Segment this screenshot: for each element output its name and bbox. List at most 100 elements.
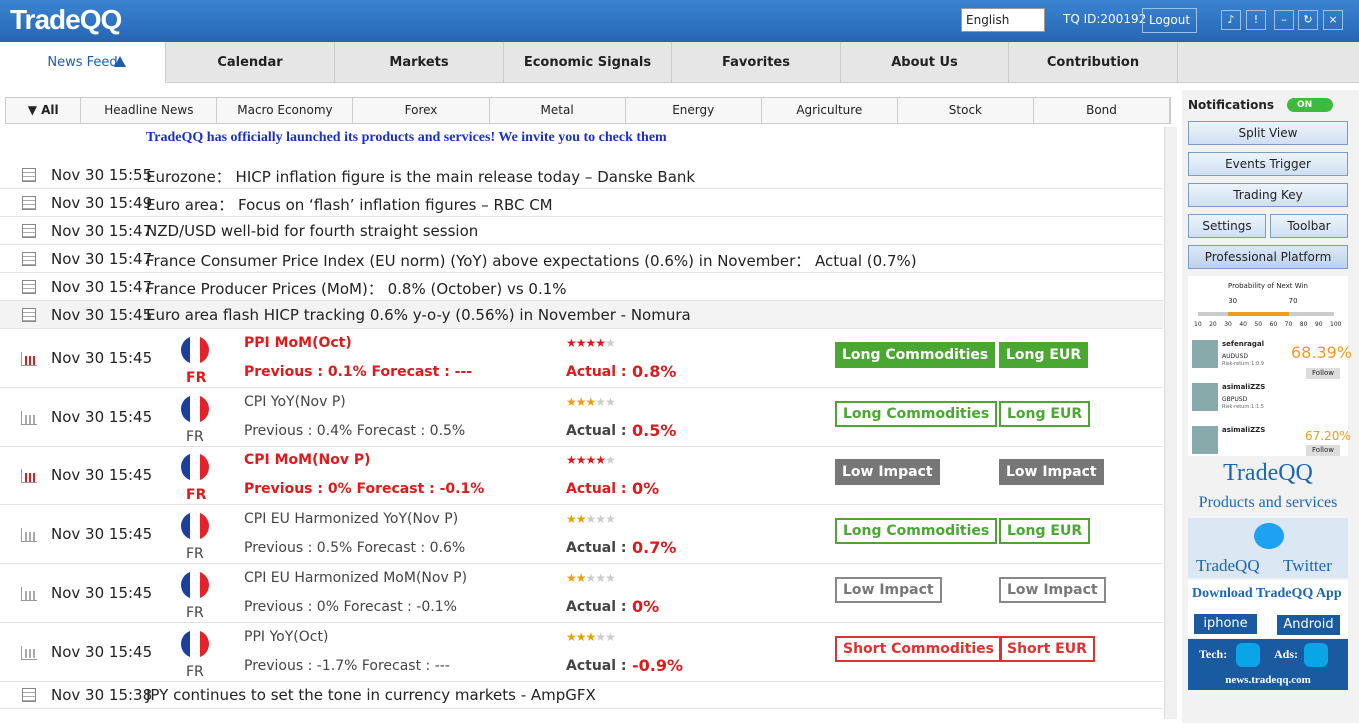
signal-badge[interactable]: Long EUR (999, 400, 1091, 427)
twitter-left[interactable]: TradeQQ (1196, 556, 1260, 575)
news-row[interactable] (0, 245, 1163, 273)
twitter-right[interactable]: Twitter (1283, 556, 1332, 575)
news-text[interactable]: JPY continues to set the tone in currenc… (146, 686, 596, 704)
slider-marker[interactable]: 70 (1288, 297, 1298, 305)
news-text[interactable]: France Consumer Price Index (EU norm) (Y… (146, 252, 917, 270)
nav-tab[interactable]: Contribution (1009, 42, 1178, 83)
signal-badge[interactable]: Long Commodities (835, 400, 998, 427)
minimize-button[interactable]: – (1274, 10, 1294, 30)
logo[interactable]: TradeQQ (10, 4, 122, 35)
event-row[interactable] (0, 505, 1163, 565)
filter-tab[interactable]: Energy (626, 98, 762, 123)
signal-badge[interactable]: Low Impact (835, 576, 942, 603)
news-text[interactable]: Euro area： Focus on ‘flash’ inflation fi… (146, 196, 553, 214)
close-button[interactable]: × (1323, 10, 1343, 30)
scale-label: 70 (1284, 321, 1293, 328)
event-title[interactable]: PPI YoY(Oct) (244, 628, 329, 645)
follow-button[interactable]: Follow (1306, 368, 1340, 379)
event-row[interactable] (0, 446, 1163, 506)
slider-marker[interactable]: 30 (1228, 297, 1238, 305)
signal-badge[interactable]: Low Impact (999, 459, 1104, 486)
filter-tab[interactable]: Forex (353, 98, 490, 123)
ad-subtitle[interactable]: Products and services (1198, 494, 1338, 511)
iphone-button[interactable]: iphone (1194, 614, 1257, 634)
side-button[interactable]: Events Trigger (1188, 152, 1348, 176)
side-button[interactable]: Trading Key (1188, 183, 1348, 207)
news-text[interactable]: Eurozone： HICP inflation figure is the m… (146, 168, 696, 186)
signal-badge[interactable]: Long Commodities (835, 518, 998, 545)
signal-badge[interactable]: Short Commodities (835, 635, 1002, 662)
side-button[interactable]: Toolbar (1270, 214, 1348, 238)
filter-tab[interactable]: Bond (1034, 98, 1171, 123)
logout-button[interactable]: Logout (1142, 8, 1197, 33)
event-row[interactable] (0, 388, 1163, 447)
signal-badge[interactable]: Low Impact (999, 576, 1106, 603)
contact-url[interactable]: news.tradeqq.com (1225, 674, 1311, 686)
language-select[interactable]: English (961, 8, 1045, 32)
event-title[interactable]: CPI YoY(Nov P) (244, 393, 346, 410)
event-row[interactable] (0, 329, 1163, 388)
filter-tab[interactable]: Stock (898, 98, 1034, 123)
country: FR (186, 546, 204, 563)
event-title[interactable]: CPI EU Harmonized MoM(Nov P) (244, 569, 468, 586)
ad-title[interactable]: TradeQQ (1223, 460, 1313, 486)
doc-icon (22, 252, 36, 266)
nav-tab[interactable]: Markets (335, 42, 504, 83)
news-row[interactable] (0, 217, 1163, 245)
filter-tab[interactable]: Headline News (81, 98, 218, 123)
restore-button[interactable]: ↻ (1298, 10, 1318, 30)
actual-value: 0.5% (632, 420, 677, 440)
filter-tab[interactable]: ▼ All (6, 98, 82, 123)
nav-tab[interactable]: Favorites (672, 42, 841, 83)
news-text[interactable]: Euro area flash HICP tracking 0.6% y-o-y… (146, 306, 691, 324)
nav-tab[interactable]: Economic Signals (504, 42, 672, 83)
platform-button[interactable]: Professional Platform (1188, 245, 1348, 269)
news-row[interactable] (0, 161, 1163, 189)
sound-button[interactable]: ♪ (1221, 10, 1241, 30)
app-title[interactable]: Download TradeQQ App (1192, 586, 1342, 601)
signal-badge[interactable]: Low Impact (835, 459, 940, 486)
side-button[interactable]: Settings (1188, 214, 1266, 238)
filter-tab[interactable]: Agriculture (762, 98, 898, 123)
side-button[interactable]: Split View (1188, 121, 1348, 145)
win-rate: 67.20% (1305, 429, 1351, 443)
news-time: Nov 30 15:45 (51, 306, 153, 324)
signal-badge[interactable]: Long Commodities (835, 342, 996, 368)
event-time: Nov 30 15:45 (51, 466, 153, 485)
actual-label: Actual : (566, 657, 627, 674)
news-row[interactable] (0, 301, 1163, 329)
event-title[interactable]: CPI EU Harmonized YoY(Nov P) (244, 511, 459, 528)
android-button[interactable]: Android (1277, 615, 1340, 635)
header (0, 0, 1359, 42)
impact-icon (21, 645, 37, 660)
trader-name[interactable]: asimaliZZS (1222, 383, 1266, 391)
follow-button[interactable]: Follow (1306, 445, 1340, 456)
skype-icon[interactable] (1236, 643, 1260, 667)
news-row[interactable] (0, 681, 1163, 709)
nav-tab[interactable]: News Feed (0, 42, 166, 83)
announcement[interactable]: TradeQQ has officially launched its prod… (146, 130, 667, 145)
event-title[interactable]: PPI MoM(Oct) (244, 335, 352, 351)
event-row[interactable] (0, 623, 1163, 682)
signal-badge[interactable]: Long EUR (999, 518, 1091, 545)
skype-icon[interactable] (1304, 643, 1328, 667)
news-text[interactable]: France Producer Prices (MoM)： 0.8% (Octo… (146, 280, 567, 298)
news-row[interactable] (0, 189, 1163, 217)
filter-tab[interactable]: Metal (490, 98, 626, 123)
signal-badge[interactable]: Short EUR (999, 635, 1095, 662)
alert-button[interactable]: ! (1246, 10, 1266, 30)
event-title[interactable]: CPI MoM(Nov P) (244, 452, 371, 469)
trader-name[interactable]: asimaliZZS (1222, 426, 1266, 434)
scrollbar[interactable] (1164, 127, 1177, 719)
trader-name[interactable]: sefenragal (1222, 340, 1264, 348)
notifications-toggle[interactable]: ON (1287, 98, 1333, 112)
news-row[interactable] (0, 273, 1163, 301)
nav-tab[interactable]: About Us (841, 42, 1009, 83)
nav-tab[interactable]: Calendar (166, 42, 335, 83)
avatar (1192, 383, 1218, 411)
actual-value: 0% (632, 479, 660, 499)
filter-tab[interactable]: Macro Economy (217, 98, 354, 123)
event-row[interactable] (0, 564, 1163, 623)
news-text[interactable]: NZD/USD well-bid for fourth straight ses… (146, 222, 479, 240)
signal-badge[interactable]: Long EUR (999, 342, 1089, 368)
